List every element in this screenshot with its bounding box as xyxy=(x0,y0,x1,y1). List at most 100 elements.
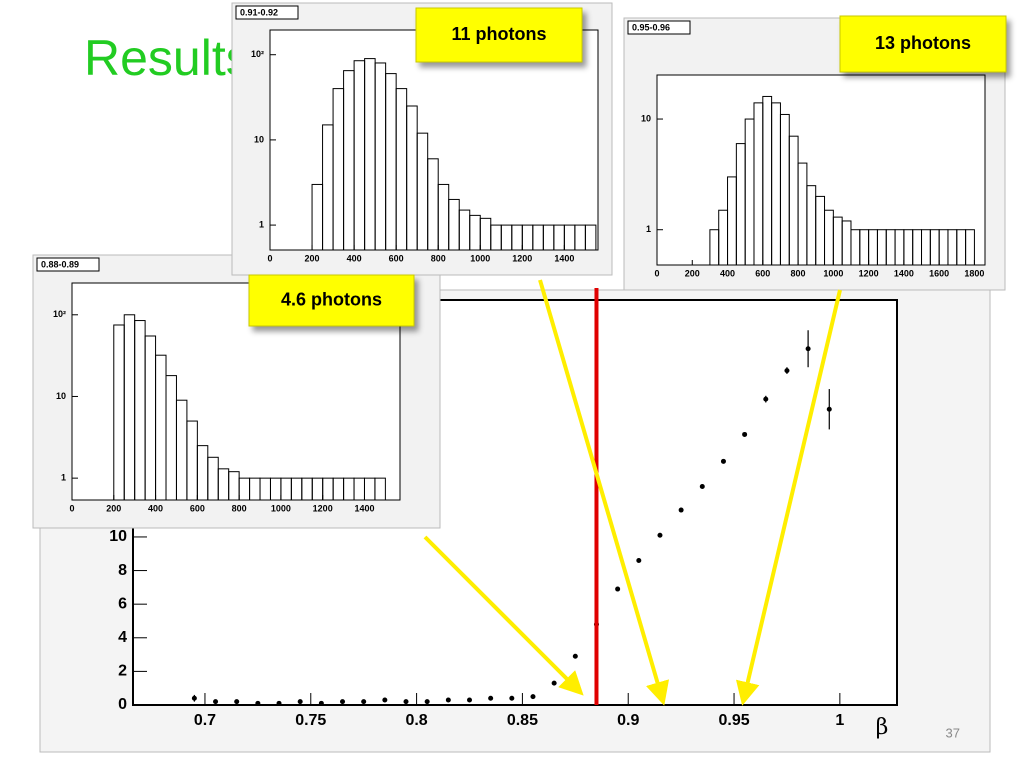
x-tick-label: 1000 xyxy=(271,503,291,513)
histogram-bar xyxy=(965,229,975,266)
arrow xyxy=(423,535,584,696)
chart: 0 200 400 600 800 1000 1200 1400 1 10 10² 0.88-0.89 xyxy=(32,254,441,529)
x-tick-label: 1200 xyxy=(859,268,879,278)
x-tick-label: 1600 xyxy=(929,268,949,278)
arrow xyxy=(538,279,670,706)
callout-box xyxy=(248,274,415,327)
y-tick-label: 1 xyxy=(259,219,264,229)
x-tick-label: 0.7 xyxy=(194,712,216,729)
hist-title: 0.95-0.96 xyxy=(632,22,670,32)
y-tick-label: 6 xyxy=(118,595,127,612)
data-point xyxy=(826,406,832,412)
x-tick-label: 0.75 xyxy=(295,712,326,729)
y-tick-label: 10 xyxy=(109,528,127,545)
callout-text: 13 photons xyxy=(875,33,971,53)
x-tick-label: 800 xyxy=(232,503,247,513)
y-tick-label: 10 xyxy=(254,134,264,144)
data-point xyxy=(340,699,346,705)
slide-title: Results xyxy=(84,30,251,86)
data-point xyxy=(361,699,367,705)
data-point xyxy=(530,694,536,700)
plot-area xyxy=(269,29,599,251)
x-tick-label: 400 xyxy=(347,253,362,263)
y-tick-label: 2 xyxy=(118,663,127,680)
x-tick-label: 0.9 xyxy=(617,712,639,729)
data-point xyxy=(784,368,790,374)
y-tick-label: 4 xyxy=(118,629,127,646)
data-point xyxy=(615,586,621,592)
x-axis-label: β xyxy=(876,715,889,740)
callout-box xyxy=(839,15,1007,73)
plot-area xyxy=(656,74,986,266)
hist-title-box xyxy=(627,20,691,35)
data-point xyxy=(678,507,684,513)
x-tick-label: 200 xyxy=(106,503,121,513)
data-point xyxy=(382,697,388,703)
x-tick-label: 600 xyxy=(190,503,205,513)
x-tick-label: 0.95 xyxy=(718,712,749,729)
callout-box xyxy=(415,7,583,63)
data-point xyxy=(720,458,726,464)
data-point xyxy=(488,695,494,701)
x-tick-label: 800 xyxy=(431,253,446,263)
callout-text: 4.6 photons xyxy=(281,289,382,309)
data-point xyxy=(191,695,197,701)
data-point xyxy=(763,396,769,402)
histogram-bar xyxy=(584,224,597,251)
data-point xyxy=(466,697,472,703)
histogram-bar xyxy=(374,477,386,501)
x-tick-label: 0 xyxy=(654,268,659,278)
data-point xyxy=(742,431,748,437)
data-point xyxy=(318,700,324,706)
x-tick-label: 0 xyxy=(69,503,74,513)
y-tick-label: 1 xyxy=(61,473,66,483)
data-point xyxy=(445,697,451,703)
x-tick-label: 200 xyxy=(305,253,320,263)
x-tick-label: 0.8 xyxy=(405,712,427,729)
page-number: 37 xyxy=(946,725,960,740)
x-tick-label: 600 xyxy=(389,253,404,263)
data-point xyxy=(805,346,811,352)
y-tick-label: 10² xyxy=(53,309,66,319)
hist-title: 0.91-0.92 xyxy=(240,7,278,17)
hist-title-box xyxy=(36,257,100,272)
x-tick-label: 400 xyxy=(148,503,163,513)
x-tick-label: 600 xyxy=(755,268,770,278)
x-tick-label: 200 xyxy=(685,268,700,278)
data-point xyxy=(424,699,430,705)
x-tick-label: 1200 xyxy=(313,503,333,513)
arrow xyxy=(735,289,842,706)
data-point xyxy=(657,532,663,538)
x-tick-label: 1000 xyxy=(470,253,490,263)
x-tick-label: 800 xyxy=(791,268,806,278)
x-tick-label: 1400 xyxy=(554,253,574,263)
y-tick-label: 10 xyxy=(641,113,651,123)
data-point xyxy=(255,700,261,706)
data-point xyxy=(636,557,642,563)
data-point xyxy=(234,699,240,705)
callout-text: 11 photons xyxy=(451,24,546,44)
x-tick-label: 0 xyxy=(267,253,272,263)
x-tick-label: 400 xyxy=(720,268,735,278)
y-tick-label: 8 xyxy=(118,562,127,579)
data-point xyxy=(551,680,557,686)
data-point xyxy=(213,699,219,705)
x-tick-label: 1 xyxy=(835,712,844,729)
y-tick-label: 10² xyxy=(251,49,264,59)
x-tick-label: 0.85 xyxy=(507,712,538,729)
hist-title-box xyxy=(235,5,299,20)
y-tick-label: 10 xyxy=(56,391,66,401)
data-point xyxy=(509,695,515,701)
data-point xyxy=(572,653,578,659)
x-tick-label: 1000 xyxy=(823,268,843,278)
data-point xyxy=(297,699,303,705)
x-tick-label: 1400 xyxy=(894,268,914,278)
hist-title: 0.88-0.89 xyxy=(41,259,79,269)
data-point xyxy=(699,484,705,490)
x-tick-label: 1800 xyxy=(964,268,984,278)
data-point xyxy=(403,699,409,705)
x-tick-label: 1400 xyxy=(354,503,374,513)
y-tick-label: 0 xyxy=(118,696,127,713)
data-point xyxy=(276,700,282,706)
